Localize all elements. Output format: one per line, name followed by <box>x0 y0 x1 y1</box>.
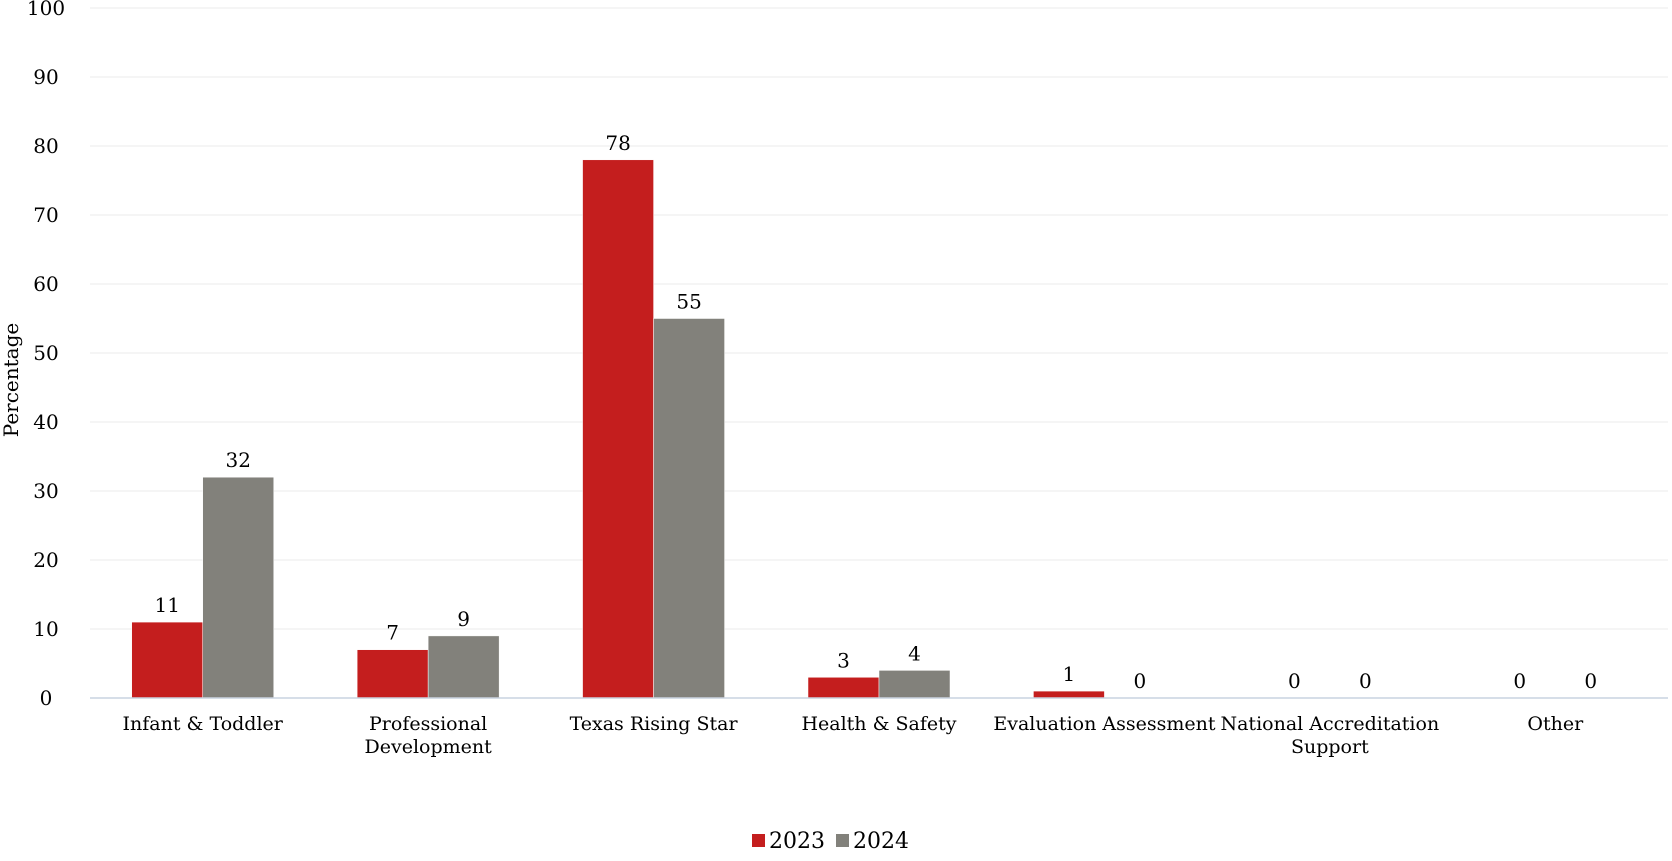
x-category-label-line: Development <box>365 736 493 758</box>
data-label: 0 <box>1288 669 1301 693</box>
data-label: 55 <box>676 290 701 314</box>
data-label: 0 <box>1584 669 1597 693</box>
legend-label: 2023 <box>769 829 825 854</box>
bar-2024 <box>427 635 500 699</box>
data-label: 11 <box>154 593 179 617</box>
legend-swatch-2024 <box>836 834 849 847</box>
x-category-label: Evaluation Assessment <box>993 713 1215 735</box>
bar-2023 <box>131 621 203 699</box>
x-category-label: Infant & Toddler <box>123 713 284 735</box>
bars <box>131 159 1105 699</box>
data-labels: 11 32 7 9 78 55 3 4 1 0 0 0 0 0 <box>154 131 1597 693</box>
grid-lines <box>90 7 1668 630</box>
legend-label: 2024 <box>853 829 909 854</box>
bar-2024 <box>878 670 951 699</box>
data-label: 0 <box>1134 669 1147 693</box>
y-tick-label: 0 <box>40 686 53 710</box>
x-category-label-line: Professional <box>369 713 487 735</box>
bar-2024 <box>653 318 725 699</box>
bar-2023 <box>582 159 654 699</box>
x-category-label-line: National Accreditation <box>1220 713 1439 735</box>
y-tick-label: 60 <box>33 272 58 296</box>
y-tick-label: 100 <box>27 0 65 20</box>
x-category-label-line: Infant & Toddler <box>123 713 284 735</box>
x-category-label: Health & Safety <box>801 713 956 735</box>
x-category-label-line: Other <box>1527 713 1584 735</box>
data-label: 0 <box>1513 669 1526 693</box>
y-tick-label: 30 <box>33 479 58 503</box>
data-label: 0 <box>1359 669 1372 693</box>
x-category-label: Texas Rising Star <box>570 713 739 735</box>
data-label: 7 <box>386 621 399 645</box>
data-label: 1 <box>1063 662 1076 686</box>
data-label: 9 <box>457 607 470 631</box>
y-tick-label: 80 <box>33 134 58 158</box>
legend-swatch-2023 <box>752 834 765 847</box>
data-label: 32 <box>225 448 250 472</box>
y-axis-title: Percentage <box>0 323 23 437</box>
y-tick-label: 40 <box>33 410 58 434</box>
data-label: 4 <box>908 641 921 665</box>
bar-2023 <box>1033 690 1105 699</box>
y-tick-label: 20 <box>33 548 58 572</box>
legend: 2023 2024 <box>752 829 909 854</box>
x-category-label-line: Texas Rising Star <box>570 713 739 735</box>
y-tick-label: 50 <box>33 341 58 365</box>
bar-2024 <box>202 476 274 699</box>
bar-2023 <box>807 677 880 699</box>
data-label: 3 <box>837 648 850 672</box>
y-tick-label: 10 <box>33 617 58 641</box>
y-tick-label: 90 <box>33 65 58 89</box>
y-tick-label: 70 <box>33 203 58 227</box>
x-category-label: Professional Development <box>365 713 493 758</box>
x-category-label-line: Health & Safety <box>801 713 956 735</box>
x-category-label: National Accreditation Support <box>1220 713 1439 758</box>
x-category-label-line: Support <box>1291 736 1369 758</box>
data-label: 78 <box>605 131 630 155</box>
x-category-label: Other <box>1527 713 1584 735</box>
x-category-label-line: Evaluation Assessment <box>993 713 1215 735</box>
bar-2023 <box>356 649 429 699</box>
